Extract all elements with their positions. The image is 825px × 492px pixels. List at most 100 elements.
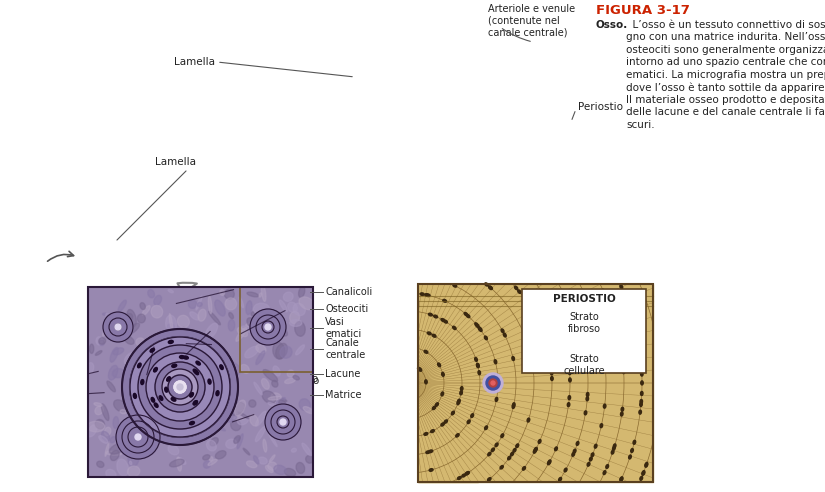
Ellipse shape — [233, 52, 260, 78]
Ellipse shape — [573, 449, 576, 453]
Bar — [335, 236, 550, 240]
Circle shape — [168, 375, 192, 399]
Circle shape — [489, 379, 497, 387]
Bar — [335, 120, 550, 124]
Circle shape — [504, 70, 516, 82]
Text: Matrice: Matrice — [325, 390, 361, 400]
Ellipse shape — [125, 361, 135, 368]
Ellipse shape — [600, 424, 602, 428]
Ellipse shape — [613, 446, 615, 450]
Ellipse shape — [370, 14, 380, 20]
Circle shape — [130, 337, 230, 437]
Ellipse shape — [547, 348, 549, 352]
Circle shape — [175, 150, 641, 492]
Ellipse shape — [568, 370, 571, 374]
Ellipse shape — [246, 252, 266, 272]
Ellipse shape — [503, 333, 507, 337]
Ellipse shape — [534, 448, 537, 452]
Bar — [335, 132, 550, 136]
Text: Canalicoli: Canalicoli — [325, 287, 372, 297]
Text: Osso.: Osso. — [596, 20, 629, 30]
Ellipse shape — [165, 411, 175, 427]
Ellipse shape — [621, 358, 624, 362]
Ellipse shape — [168, 445, 179, 455]
Circle shape — [486, 376, 500, 390]
Ellipse shape — [554, 447, 558, 451]
Bar — [335, 36, 550, 40]
Ellipse shape — [640, 400, 643, 403]
Text: PERIOSTIO: PERIOSTIO — [553, 294, 615, 304]
Ellipse shape — [128, 466, 139, 477]
Circle shape — [364, 142, 396, 174]
Ellipse shape — [138, 271, 145, 277]
Bar — [335, 348, 550, 352]
Ellipse shape — [141, 380, 144, 385]
Ellipse shape — [455, 434, 459, 437]
Bar — [335, 184, 550, 188]
Ellipse shape — [146, 361, 158, 370]
Ellipse shape — [209, 296, 212, 314]
Circle shape — [374, 152, 386, 164]
Bar — [335, 32, 550, 36]
Ellipse shape — [299, 399, 310, 411]
Bar — [335, 276, 550, 280]
Circle shape — [193, 168, 623, 492]
Ellipse shape — [268, 397, 281, 400]
Ellipse shape — [119, 439, 125, 449]
Ellipse shape — [208, 379, 211, 384]
Circle shape — [116, 415, 160, 459]
Ellipse shape — [300, 44, 314, 59]
Ellipse shape — [115, 267, 120, 273]
Ellipse shape — [259, 293, 262, 297]
Ellipse shape — [424, 350, 428, 353]
Bar — [335, 192, 550, 196]
Ellipse shape — [152, 405, 160, 415]
Circle shape — [423, 218, 467, 262]
Bar — [335, 280, 550, 284]
Text: Strato
fibroso: Strato fibroso — [568, 312, 601, 334]
Circle shape — [202, 177, 614, 492]
Ellipse shape — [229, 362, 240, 374]
Ellipse shape — [293, 375, 299, 380]
Bar — [335, 256, 550, 260]
Circle shape — [280, 419, 286, 425]
Circle shape — [146, 353, 214, 421]
Ellipse shape — [285, 378, 295, 383]
Bar — [335, 304, 550, 308]
Ellipse shape — [256, 301, 268, 312]
Ellipse shape — [274, 465, 286, 474]
Ellipse shape — [151, 306, 163, 318]
Circle shape — [439, 152, 451, 164]
Bar — [335, 156, 550, 160]
Ellipse shape — [169, 413, 178, 428]
Ellipse shape — [309, 108, 327, 124]
Ellipse shape — [236, 328, 255, 349]
Ellipse shape — [205, 419, 212, 424]
Bar — [418, 284, 478, 482]
Ellipse shape — [96, 420, 105, 429]
Ellipse shape — [87, 421, 105, 432]
Bar — [335, 340, 550, 344]
Ellipse shape — [270, 455, 275, 462]
Ellipse shape — [266, 315, 285, 344]
Ellipse shape — [204, 461, 210, 468]
Ellipse shape — [526, 339, 528, 343]
Circle shape — [80, 212, 180, 312]
Ellipse shape — [425, 294, 429, 296]
Bar — [418, 284, 653, 482]
Bar — [335, 268, 550, 272]
Ellipse shape — [417, 368, 421, 370]
Ellipse shape — [640, 368, 643, 371]
Ellipse shape — [471, 414, 474, 418]
Ellipse shape — [273, 342, 285, 359]
Bar — [335, 252, 550, 256]
Ellipse shape — [247, 318, 256, 328]
Circle shape — [482, 294, 538, 350]
Ellipse shape — [218, 349, 224, 353]
Ellipse shape — [420, 293, 424, 295]
Ellipse shape — [216, 391, 219, 396]
Ellipse shape — [310, 320, 322, 339]
Ellipse shape — [163, 385, 173, 394]
Ellipse shape — [290, 320, 302, 326]
Bar — [335, 244, 550, 248]
